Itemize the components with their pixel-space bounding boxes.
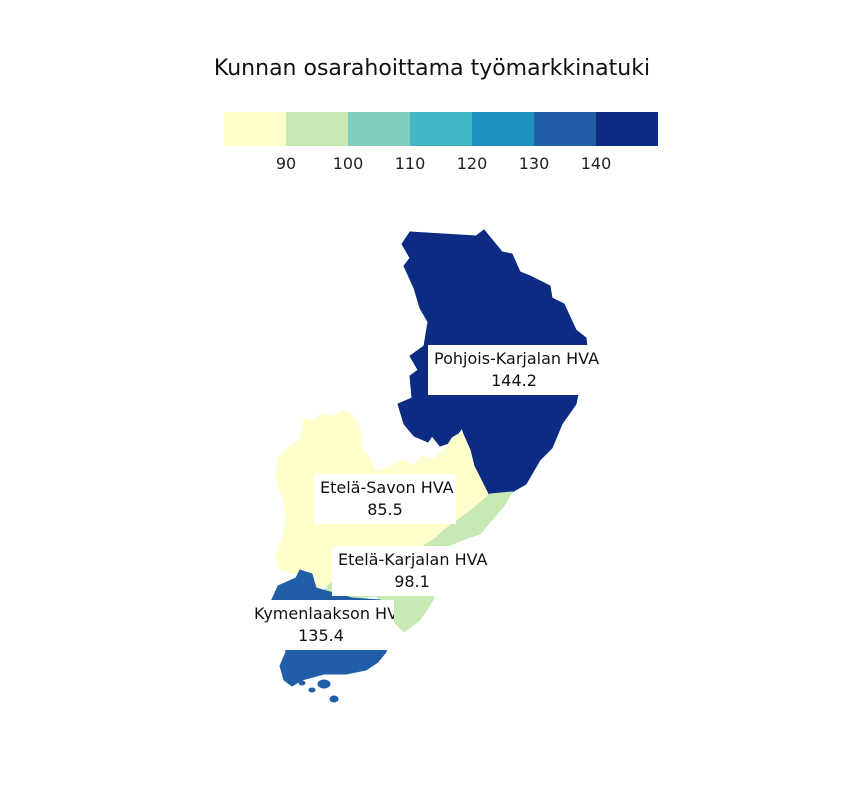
island-shape bbox=[298, 680, 306, 686]
color-legend bbox=[224, 112, 658, 146]
legend-tick-label: 90 bbox=[275, 154, 297, 173]
legend-tick-label: 130 bbox=[518, 154, 550, 173]
legend-tick-label: 140 bbox=[580, 154, 612, 173]
region-name: Pohjois-Karjalan HVA bbox=[434, 349, 600, 368]
region-value: 135.4 bbox=[298, 626, 344, 645]
legend-swatch bbox=[410, 112, 472, 146]
legend-swatch bbox=[224, 112, 286, 146]
legend-swatch bbox=[534, 112, 596, 146]
legend-tick-label: 100 bbox=[332, 154, 364, 173]
region-name: Etelä-Savon HVA bbox=[320, 478, 454, 497]
legend-swatch bbox=[348, 112, 410, 146]
legend-tick-label: 120 bbox=[456, 154, 488, 173]
legend-tick-label: 110 bbox=[394, 154, 426, 173]
region-name: Kymenlaakson HVA bbox=[254, 604, 394, 623]
region-value: 85.5 bbox=[367, 500, 403, 519]
region-value: 144.2 bbox=[491, 371, 537, 390]
legend-swatch bbox=[596, 112, 658, 146]
map-title: Kunnan osarahoittama työmarkkinatuki bbox=[213, 56, 651, 81]
island-shape bbox=[329, 695, 339, 703]
region-label-etela-savo: Etelä-Savon HVA 85.5 bbox=[314, 474, 456, 524]
region-value: 98.1 bbox=[394, 572, 430, 591]
island-shape bbox=[317, 679, 331, 689]
region-label-pohjois-karjala: Pohjois-Karjalan HVA 144.2 bbox=[428, 345, 600, 395]
legend-swatch bbox=[472, 112, 534, 146]
legend-swatch bbox=[286, 112, 348, 146]
region-label-etela-karjala: Etelä-Karjalan HVA 98.1 bbox=[332, 546, 492, 596]
region-label-kymenlaakso: Kymenlaakson HVA 135.4 bbox=[248, 600, 394, 650]
region-name: Etelä-Karjalan HVA bbox=[338, 550, 488, 569]
island-shape bbox=[308, 687, 316, 693]
